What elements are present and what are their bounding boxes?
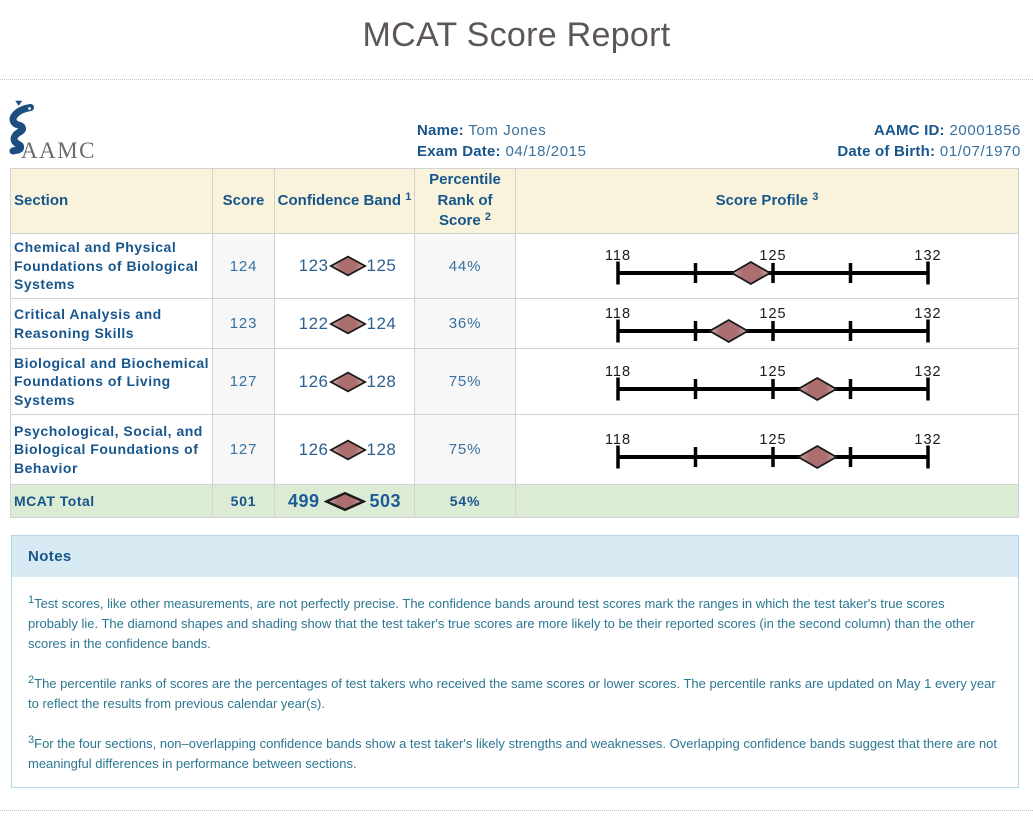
- svg-text:125: 125: [759, 306, 786, 322]
- svg-text:132: 132: [914, 306, 941, 322]
- svg-text:132: 132: [914, 432, 941, 448]
- svg-text:118: 118: [605, 306, 631, 322]
- svg-text:118: 118: [605, 248, 631, 264]
- svg-text:118: 118: [605, 432, 631, 448]
- svg-text:118: 118: [605, 364, 631, 380]
- svg-text:125: 125: [759, 432, 786, 448]
- svg-text:132: 132: [914, 364, 941, 380]
- svg-text:125: 125: [759, 364, 786, 380]
- svg-text:125: 125: [759, 248, 786, 264]
- svg-text:132: 132: [914, 248, 941, 264]
